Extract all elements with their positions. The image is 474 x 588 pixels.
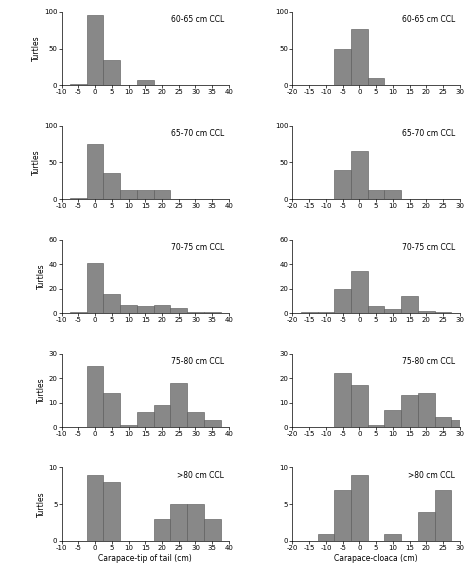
Bar (418, 393, 435, 427)
Bar (435, 312, 451, 313)
Bar (418, 512, 435, 541)
Bar (204, 519, 220, 541)
Text: 70-75 cm CCL: 70-75 cm CCL (171, 243, 224, 252)
Bar (384, 534, 401, 541)
Bar (137, 412, 154, 427)
Bar (154, 519, 170, 541)
Bar (401, 395, 418, 427)
Bar (87, 15, 103, 85)
Y-axis label: Turtles: Turtles (36, 492, 46, 517)
Bar (87, 144, 103, 199)
Bar (70, 83, 87, 85)
Bar (435, 417, 451, 427)
Y-axis label: Turtles: Turtles (32, 36, 41, 61)
Bar (170, 383, 187, 427)
Bar (70, 312, 87, 313)
Bar (103, 173, 120, 199)
Bar (204, 420, 220, 427)
Text: 60-65 cm CCL: 60-65 cm CCL (171, 15, 224, 25)
Bar (137, 80, 154, 85)
Bar (187, 312, 204, 313)
Bar (334, 373, 351, 427)
Bar (351, 385, 368, 427)
Bar (318, 312, 334, 313)
Bar (435, 489, 451, 541)
Bar (204, 312, 220, 313)
Bar (301, 312, 318, 313)
Text: 65-70 cm CCL: 65-70 cm CCL (401, 129, 455, 138)
Bar (120, 189, 137, 199)
Bar (334, 489, 351, 541)
Text: 75-80 cm CCL: 75-80 cm CCL (401, 357, 455, 366)
X-axis label: Carapace-tip of tail (cm): Carapace-tip of tail (cm) (99, 554, 192, 563)
Bar (351, 272, 368, 313)
Bar (451, 420, 468, 427)
Text: 65-70 cm CCL: 65-70 cm CCL (171, 129, 224, 138)
Bar (351, 475, 368, 541)
Bar (187, 412, 204, 427)
Bar (137, 306, 154, 313)
Y-axis label: Turtles: Turtles (36, 263, 46, 289)
Bar (368, 306, 384, 313)
Bar (334, 170, 351, 199)
Bar (318, 534, 334, 541)
Bar (368, 425, 384, 427)
Bar (103, 59, 120, 85)
Bar (87, 366, 103, 427)
Bar (120, 425, 137, 427)
Text: 70-75 cm CCL: 70-75 cm CCL (401, 243, 455, 252)
Bar (334, 49, 351, 85)
Bar (351, 152, 368, 199)
Bar (154, 189, 170, 199)
Bar (368, 78, 384, 85)
Bar (384, 309, 401, 313)
Bar (87, 263, 103, 313)
Bar (418, 310, 435, 313)
Text: 75-80 cm CCL: 75-80 cm CCL (171, 357, 224, 366)
X-axis label: Carapace-cloaca (cm): Carapace-cloaca (cm) (334, 554, 418, 563)
Bar (384, 191, 401, 199)
Bar (368, 191, 384, 199)
Bar (154, 405, 170, 427)
Text: >80 cm CCL: >80 cm CCL (177, 471, 224, 480)
Y-axis label: Turtles: Turtles (32, 149, 41, 175)
Bar (334, 289, 351, 313)
Bar (170, 308, 187, 313)
Bar (103, 482, 120, 541)
Bar (187, 504, 204, 541)
Bar (103, 393, 120, 427)
Y-axis label: Turtles: Turtles (36, 377, 46, 403)
Text: 60-65 cm CCL: 60-65 cm CCL (401, 15, 455, 25)
Text: >80 cm CCL: >80 cm CCL (408, 471, 455, 480)
Bar (154, 305, 170, 313)
Bar (87, 475, 103, 541)
Bar (351, 29, 368, 85)
Bar (401, 296, 418, 313)
Bar (137, 189, 154, 199)
Bar (103, 293, 120, 313)
Bar (384, 410, 401, 427)
Bar (170, 504, 187, 541)
Bar (120, 305, 137, 313)
